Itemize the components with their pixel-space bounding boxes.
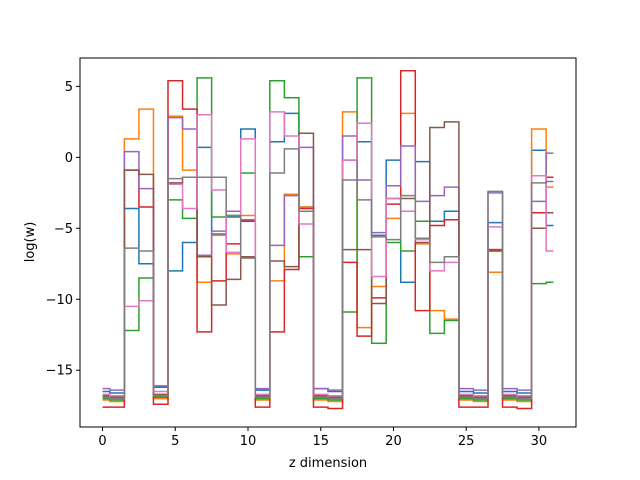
x-tick-label: 5 <box>171 434 179 449</box>
x-tick-label: 0 <box>98 434 106 449</box>
x-axis-label: z dimension <box>289 456 367 471</box>
x-tick-label: 10 <box>240 434 257 449</box>
y-axis-ticks: −15 −10 −5 0 5 <box>46 80 80 379</box>
y-tick-label: −5 <box>54 222 73 237</box>
series-line-6 <box>102 121 554 398</box>
y-tick-label: −10 <box>46 293 73 308</box>
x-tick-label: 30 <box>531 434 548 449</box>
x-tick-label: 20 <box>385 434 402 449</box>
series-line-8 <box>102 148 554 400</box>
y-tick-label: 0 <box>65 151 73 166</box>
plot-lines <box>102 70 554 410</box>
x-axis-ticks: 0 5 10 15 20 25 30 <box>98 427 547 449</box>
plot-frame <box>79 57 577 428</box>
series-line-5 <box>102 116 554 391</box>
x-tick-label: 25 <box>458 434 475 449</box>
series-line-4 <box>102 70 554 410</box>
series-line-7 <box>102 111 554 397</box>
x-tick-label: 15 <box>312 434 329 449</box>
y-axis-label: log(w) <box>23 222 38 263</box>
y-tick-label: −15 <box>46 364 73 379</box>
y-tick-label: 5 <box>65 80 73 95</box>
